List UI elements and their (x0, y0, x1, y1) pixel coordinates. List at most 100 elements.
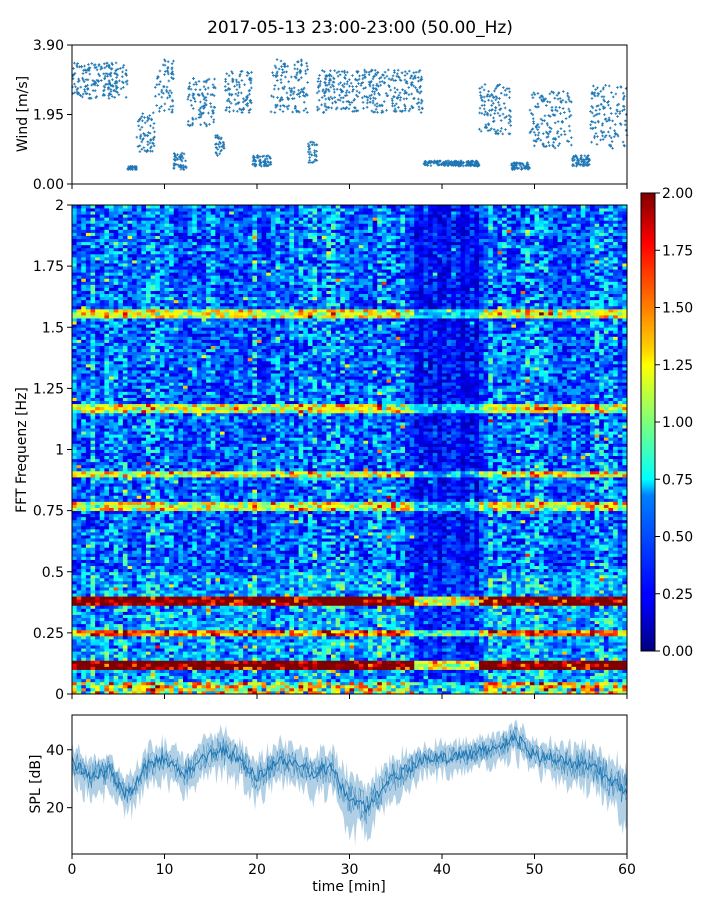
heatmap-cell (122, 278, 128, 282)
heatmap-cell (118, 244, 124, 249)
wind-data-point (171, 108, 174, 112)
heatmap-cell (76, 486, 82, 490)
heatmap-cell (99, 583, 105, 588)
heatmap-cell (127, 596, 133, 600)
heatmap-cell (136, 596, 142, 600)
heatmap-cell (141, 458, 147, 463)
heatmap-cell (136, 311, 142, 316)
wind-data-point (116, 67, 120, 71)
heatmap-cell (99, 431, 105, 435)
heatmap-cell (95, 223, 101, 227)
heatmap-cell (99, 623, 105, 628)
heatmap-cell (146, 339, 152, 343)
heatmap-cell (150, 278, 156, 282)
heatmap-cell (113, 229, 119, 233)
heatmap-cell (72, 553, 78, 557)
heatmap-cell (72, 281, 78, 285)
heatmap-cell (72, 373, 78, 377)
heatmap-cell (99, 672, 105, 677)
wind-data-point (140, 115, 144, 118)
heatmap-cell (141, 504, 147, 508)
heatmap-cell (95, 281, 101, 285)
heatmap-cell (90, 260, 96, 264)
heatmap-cell (104, 599, 110, 603)
heatmap-cell (113, 275, 119, 279)
heatmap-cell (136, 519, 142, 524)
heatmap-cell (81, 247, 87, 252)
heatmap-cell (81, 284, 87, 288)
heatmap-cell (146, 345, 152, 350)
heatmap-cell (81, 464, 87, 469)
heatmap-cell (146, 357, 152, 362)
heatmap-cell (118, 357, 124, 362)
heatmap-cell (104, 269, 110, 273)
heatmap-cell (85, 663, 91, 667)
heatmap-cell (150, 580, 156, 585)
heatmap-cell (76, 287, 82, 291)
heatmap-cell (122, 336, 128, 340)
heatmap-cell (90, 278, 96, 282)
wind-data-point (556, 120, 560, 123)
heatmap-cell (146, 437, 152, 441)
heatmap-cell (127, 516, 133, 521)
wind-data-point (189, 123, 193, 127)
heatmap-cell (146, 617, 152, 622)
heatmap-cell (136, 247, 142, 252)
heatmap-cell (141, 357, 147, 362)
heatmap-cell (109, 229, 115, 233)
wind-data-point (220, 145, 224, 148)
heatmap-cell (99, 651, 105, 655)
wind-data-point (108, 82, 111, 86)
heatmap-cell (81, 434, 87, 438)
heatmap-cell (72, 415, 78, 420)
heatmap-cell (72, 452, 78, 457)
heatmap-cell (141, 663, 147, 667)
heatmap-cell (90, 318, 96, 322)
heatmap-cell (81, 666, 87, 670)
heatmap-cell (141, 541, 147, 545)
wind-data-point (125, 82, 129, 86)
heatmap-cell (136, 532, 142, 536)
heatmap-cell (150, 421, 156, 426)
heatmap-cell (141, 269, 147, 273)
wind-data-point (247, 72, 251, 75)
wind-data-point (348, 84, 351, 88)
heatmap-cell (81, 409, 87, 414)
heatmap-cell (118, 260, 124, 264)
heatmap-cell (122, 431, 128, 435)
heatmap-cell (113, 217, 119, 221)
heatmap-cell (122, 599, 128, 603)
heatmap-cell (104, 440, 110, 444)
heatmap-cell (99, 550, 105, 554)
wind-data-point (213, 106, 217, 109)
heatmap-cell (85, 357, 91, 362)
wind-data-point (203, 105, 206, 109)
heatmap-cell (150, 382, 156, 386)
wind-data-point (391, 104, 394, 108)
wind-data-point (502, 86, 505, 89)
heatmap-cell (141, 211, 147, 215)
heatmap-cell (127, 483, 133, 487)
wind-data-point (481, 99, 484, 102)
heatmap-cell (99, 385, 105, 389)
heatmap-cell (141, 617, 147, 622)
heatmap-cell (95, 260, 101, 264)
heatmap-cell (155, 318, 161, 322)
heatmap-cell (72, 247, 78, 252)
heatmap-cell (155, 672, 161, 677)
heatmap-cell (118, 528, 124, 533)
heatmap-cell (81, 602, 87, 606)
heatmap-cell (150, 296, 156, 301)
heatmap-cell (81, 382, 87, 386)
heatmap-cell (81, 590, 87, 594)
wind-data-point (114, 90, 118, 93)
heatmap-cell (118, 642, 124, 646)
heatmap-cell (150, 415, 156, 420)
heatmap-cell (109, 330, 115, 334)
heatmap-cell (90, 629, 96, 634)
heatmap-cell (113, 366, 119, 371)
heatmap-cell (136, 336, 142, 340)
heatmap-cell (95, 351, 101, 356)
heatmap-cell (81, 406, 87, 411)
wind-data-point (174, 156, 178, 159)
